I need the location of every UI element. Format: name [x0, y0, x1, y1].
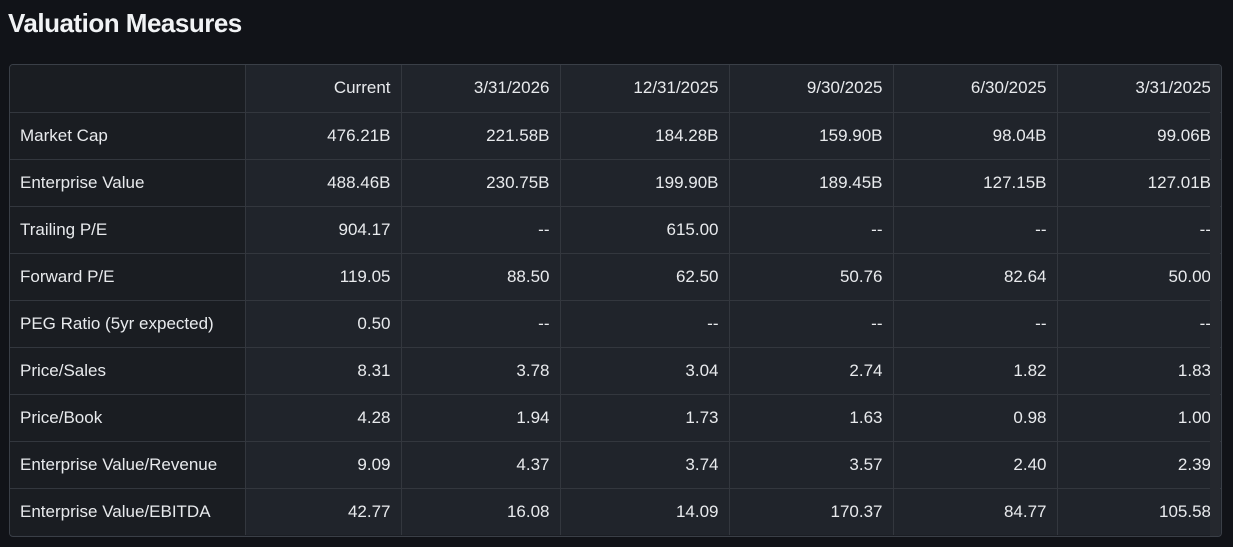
table-cell: 3.57 [729, 441, 894, 489]
table-cell: 50.76 [729, 253, 894, 301]
table-cell: 1.94 [401, 394, 561, 442]
valuation-table: Current 3/31/2026 12/31/2025 9/30/2025 6… [10, 65, 1221, 535]
table-cell: 170.37 [729, 488, 894, 535]
table-cell: 127.15B [893, 159, 1058, 207]
table-cell: 8.31 [245, 347, 402, 395]
table-cell: 2.39 [1057, 441, 1221, 489]
table-cell: -- [1057, 206, 1221, 254]
page-title: Valuation Measures [8, 8, 242, 38]
table-cell: 62.50 [560, 253, 730, 301]
row-label: PEG Ratio (5yr expected) [10, 300, 246, 348]
table-cell: 2.74 [729, 347, 894, 395]
row-label: Price/Sales [10, 347, 246, 395]
table-row: Market Cap 476.21B 221.58B 184.28B 159.90B 98… [10, 112, 1221, 160]
row-label: Enterprise Value/Revenue [10, 441, 246, 489]
row-label: Price/Book [10, 394, 246, 442]
row-label: Enterprise Value [10, 159, 246, 207]
table-cell: 615.00 [560, 206, 730, 254]
vertical-scrollbar[interactable] [1210, 65, 1220, 536]
table-cell: -- [893, 300, 1058, 348]
table-cell: 221.58B [401, 112, 561, 160]
row-label: Enterprise Value/EBITDA [10, 488, 246, 535]
column-header: 3/31/2026 [401, 65, 561, 113]
table-cell: -- [893, 206, 1058, 254]
column-header: Current [245, 65, 402, 113]
table-cell: 88.50 [401, 253, 561, 301]
table-cell: 199.90B [560, 159, 730, 207]
table-cell: -- [560, 300, 730, 348]
table-cell: 16.08 [401, 488, 561, 535]
table-cell: 1.00 [1057, 394, 1221, 442]
table-cell: 4.28 [245, 394, 402, 442]
table-cell: 476.21B [245, 112, 402, 160]
table-header-row: Current 3/31/2026 12/31/2025 9/30/2025 6… [10, 65, 1221, 113]
table-cell: 84.77 [893, 488, 1058, 535]
table-row: Enterprise Value 488.46B 230.75B 199.90B 189… [10, 159, 1221, 207]
table-cell: 1.63 [729, 394, 894, 442]
row-label: Forward P/E [10, 253, 246, 301]
table-cell: 159.90B [729, 112, 894, 160]
table-cell: -- [401, 300, 561, 348]
table-cell: 1.73 [560, 394, 730, 442]
column-header: 6/30/2025 [893, 65, 1058, 113]
table-cell: -- [729, 206, 894, 254]
column-header: 3/31/2025 [1057, 65, 1221, 113]
column-header: 12/31/2025 [560, 65, 730, 113]
table-cell: 119.05 [245, 253, 402, 301]
table-cell: 184.28B [560, 112, 730, 160]
table-cell: 904.17 [245, 206, 402, 254]
table-cell: 42.77 [245, 488, 402, 535]
table-row: Enterprise Value/EBITDA 42.77 16.08 14.09 17… [10, 488, 1221, 535]
table-cell: 82.64 [893, 253, 1058, 301]
table-cell: -- [1057, 300, 1221, 348]
table-cell: 9.09 [245, 441, 402, 489]
table-row: PEG Ratio (5yr expected) 0.50 -- -- -- -- -- [10, 300, 1221, 348]
table-cell: 0.98 [893, 394, 1058, 442]
header-corner-cell [10, 65, 246, 113]
table-cell: 105.58 [1057, 488, 1221, 535]
valuation-table-container: Current 3/31/2026 12/31/2025 9/30/2025 6… [9, 64, 1222, 537]
table-cell: 2.40 [893, 441, 1058, 489]
column-header: 9/30/2025 [729, 65, 894, 113]
table-cell: 230.75B [401, 159, 561, 207]
table-cell: 14.09 [560, 488, 730, 535]
table-cell: 4.37 [401, 441, 561, 489]
table-cell: 189.45B [729, 159, 894, 207]
table-row: Price/Sales 8.31 3.78 3.04 2.74 1.82 1.83 [10, 347, 1221, 395]
row-label: Trailing P/E [10, 206, 246, 254]
row-label: Market Cap [10, 112, 246, 160]
table-cell: 1.83 [1057, 347, 1221, 395]
table-cell: -- [729, 300, 894, 348]
table-cell: 99.06B [1057, 112, 1221, 160]
table-cell: 3.04 [560, 347, 730, 395]
table-cell: 488.46B [245, 159, 402, 207]
table-cell: 1.82 [893, 347, 1058, 395]
table-cell: 127.01B [1057, 159, 1221, 207]
table-row: Price/Book 4.28 1.94 1.73 1.63 0.98 1.00 [10, 394, 1221, 442]
table-row: Forward P/E 119.05 88.50 62.50 50.76 82.64 50.… [10, 253, 1221, 301]
table-cell: 3.74 [560, 441, 730, 489]
table-row: Enterprise Value/Revenue 9.09 4.37 3.74 3.57… [10, 441, 1221, 489]
table-cell: -- [401, 206, 561, 254]
table-cell: 0.50 [245, 300, 402, 348]
table-row: Trailing P/E 904.17 -- 615.00 -- -- -- [10, 206, 1221, 254]
table-cell: 3.78 [401, 347, 561, 395]
table-cell: 50.00 [1057, 253, 1221, 301]
table-cell: 98.04B [893, 112, 1058, 160]
